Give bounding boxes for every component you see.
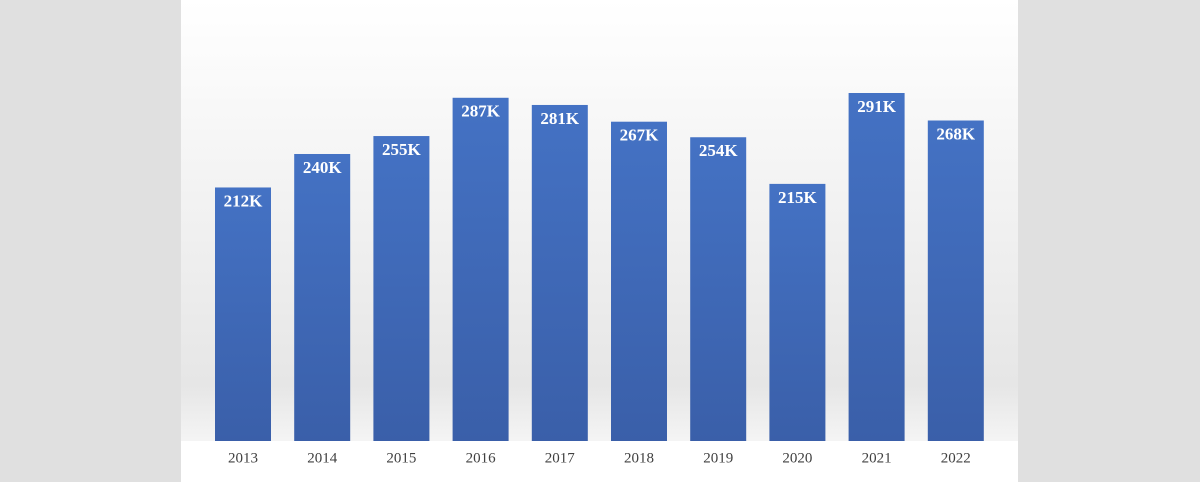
x-tick-label: 2022 — [941, 450, 971, 466]
data-label: 287K — [461, 102, 501, 121]
bar — [690, 137, 747, 441]
x-tick-label: 2020 — [782, 450, 812, 466]
x-tick-label: 2013 — [228, 450, 258, 466]
data-label: 267K — [620, 126, 660, 145]
bar — [531, 104, 588, 441]
x-tick-label: 2016 — [466, 450, 497, 466]
data-label: 240K — [303, 158, 343, 177]
bar — [452, 97, 509, 441]
bar — [927, 120, 984, 441]
bar — [848, 93, 905, 441]
bar — [373, 136, 430, 441]
data-label: 215K — [778, 188, 818, 207]
axis-band — [181, 441, 1018, 482]
bar — [294, 153, 351, 441]
x-tick-label: 2021 — [862, 450, 892, 466]
bar — [611, 121, 667, 441]
data-label: 255K — [382, 140, 422, 159]
data-label: 281K — [540, 109, 580, 128]
data-label: 212K — [224, 191, 264, 210]
x-tick-label: 2017 — [545, 450, 576, 466]
x-tick-label: 2019 — [703, 450, 733, 466]
bar — [769, 183, 826, 441]
data-label: 268K — [936, 124, 976, 143]
data-label: 291K — [857, 97, 897, 116]
x-tick-label: 2018 — [624, 450, 654, 466]
bar — [215, 187, 271, 441]
x-tick-label: 2014 — [307, 450, 338, 466]
x-tick-label: 2015 — [386, 450, 416, 466]
data-label: 254K — [699, 141, 739, 160]
